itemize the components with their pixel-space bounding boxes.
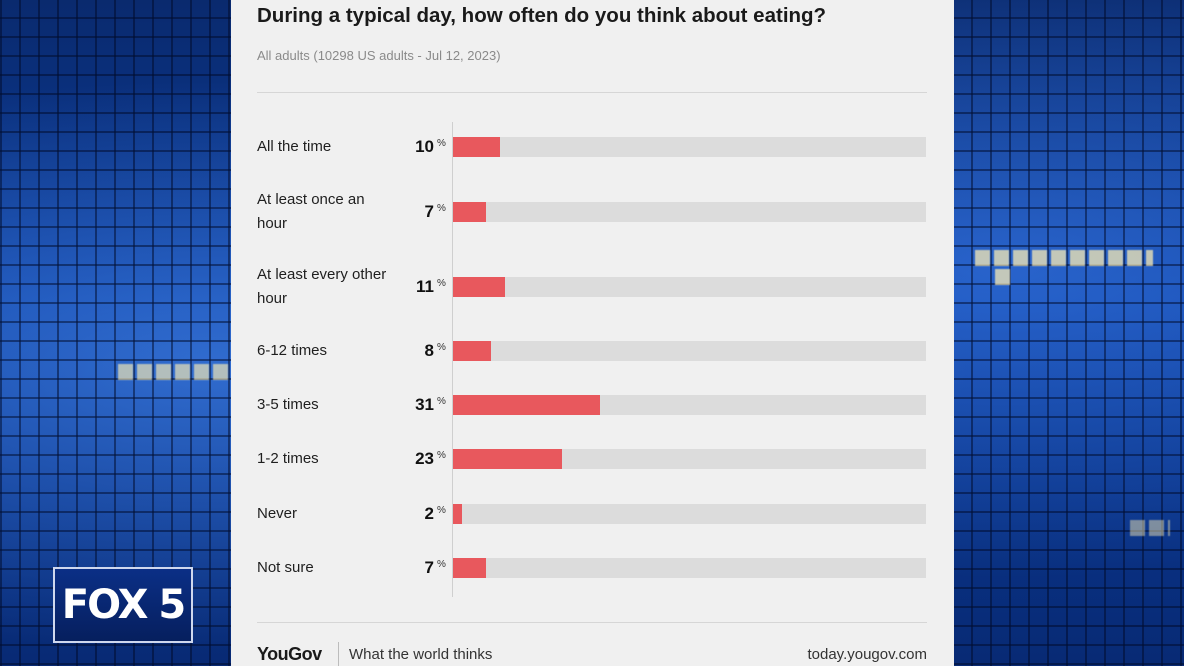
background-glow-right-low — [1130, 520, 1170, 536]
category-label: Never — [257, 505, 298, 522]
category-label: Not sure — [257, 559, 314, 576]
value-label: 2 — [424, 504, 434, 523]
percent-sign: % — [437, 450, 446, 461]
background-glow-left — [118, 364, 228, 380]
footer-divider — [257, 622, 927, 623]
bar — [453, 395, 600, 415]
category-label: 6-12 times — [257, 342, 328, 359]
value-label: 7 — [424, 558, 434, 577]
bar — [453, 449, 562, 469]
percent-sign: % — [437, 505, 446, 516]
bar — [453, 341, 491, 361]
value-label: 10 — [415, 137, 434, 156]
value-label: 23 — [415, 449, 434, 468]
footer-tagline: What the world thinks — [349, 646, 493, 663]
percent-sign: % — [437, 278, 446, 289]
percent-sign: % — [437, 342, 446, 353]
footer-separator — [338, 642, 339, 666]
bar — [453, 202, 486, 222]
value-label: 7 — [424, 202, 434, 221]
percent-sign: % — [437, 396, 446, 407]
category-label: 1-2 times — [257, 450, 319, 467]
bar — [453, 277, 505, 297]
bar-track — [453, 202, 926, 222]
bar — [453, 137, 500, 157]
background-glow-right-dot — [995, 269, 1014, 285]
percent-sign: % — [437, 138, 446, 149]
chart-axis-line — [452, 122, 453, 597]
footer-url: today.yougov.com — [807, 646, 927, 663]
value-label: 8 — [424, 341, 434, 360]
category-label: 3-5 times — [257, 396, 319, 413]
bar-track — [453, 137, 926, 157]
background-tiles-left — [0, 0, 235, 666]
background-tiles-right — [952, 0, 1184, 666]
value-label: 11 — [416, 277, 434, 296]
value-label: 31 — [415, 395, 434, 414]
category-label: At least once an hour — [257, 191, 365, 232]
bar-track — [453, 558, 926, 578]
bar-track — [453, 504, 926, 524]
chart-subtitle: All adults (10298 US adults - Jul 12, 20… — [257, 48, 501, 63]
header-divider — [257, 92, 927, 93]
bar-track — [453, 341, 926, 361]
fox5-logo: FOX 5 — [53, 567, 193, 643]
bar — [453, 558, 486, 578]
yougov-logo: YouGov — [257, 644, 322, 664]
category-label: At least every other hour — [257, 266, 387, 307]
bar — [453, 504, 462, 524]
background-glow-right — [975, 250, 1153, 266]
percent-sign: % — [437, 203, 446, 214]
percent-sign: % — [437, 559, 446, 570]
bar-track — [453, 449, 926, 469]
category-label: All the time — [257, 138, 332, 155]
chart-title: During a typical day, how often do you t… — [257, 4, 827, 27]
bar-track — [453, 277, 926, 297]
chart-card: During a typical day, how often do you t… — [231, 0, 954, 666]
